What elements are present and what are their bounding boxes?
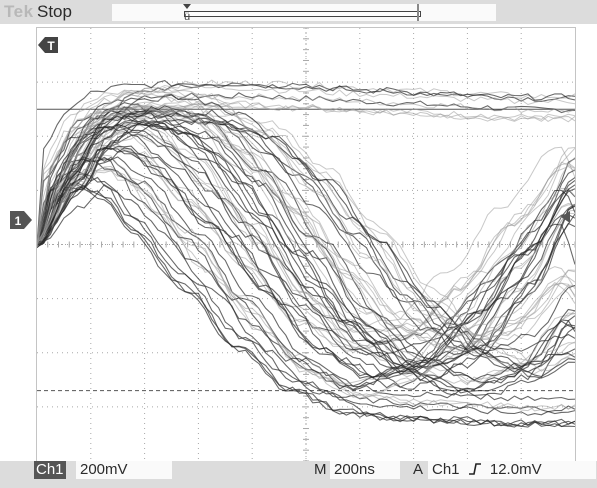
waveform-trace <box>37 123 575 334</box>
waveform-trace <box>37 106 575 370</box>
waveform-trace <box>37 104 575 351</box>
waveform-trace <box>37 173 575 416</box>
waveform-trace <box>37 156 575 390</box>
timebase-label: M <box>314 461 327 478</box>
waveform-trace <box>37 112 575 373</box>
waveform-trace <box>37 79 575 246</box>
acquisition-state: Stop <box>37 2 72 21</box>
trigger-readout[interactable]: Ch1 12.0mV <box>428 461 596 479</box>
trigger-level-value: 12.0mV <box>489 461 542 478</box>
waveform-trace <box>37 147 575 379</box>
waveform-trace <box>37 86 575 337</box>
channel-tag[interactable]: Ch1 <box>34 461 66 479</box>
brand-logo: Tek <box>4 2 34 21</box>
time-per-div-readout[interactable]: 200ns <box>330 461 400 479</box>
record-length-bar <box>184 11 421 17</box>
trigger-level-arrow-icon[interactable] <box>560 210 572 224</box>
waveform-display[interactable] <box>36 27 576 462</box>
waveform-trace <box>37 120 575 392</box>
status-bar: Tek Stop ü <box>0 0 597 24</box>
channel-1-marker-label: 1 <box>15 214 22 228</box>
graticule <box>37 28 575 461</box>
waveform-trace <box>37 110 575 372</box>
waveform-trace <box>37 144 575 354</box>
rising-edge-icon <box>468 463 481 475</box>
waveform-trace <box>37 110 575 384</box>
trigger-position-icon: ü <box>183 4 191 22</box>
volts-per-div-readout[interactable]: 200mV <box>76 461 172 479</box>
waveform-trace <box>37 105 575 353</box>
waveform-trace <box>37 82 575 243</box>
waveform-trace <box>37 104 575 362</box>
trigger-label: A <box>413 461 424 478</box>
waveform-trace <box>37 182 575 426</box>
waveform-trace <box>37 105 575 352</box>
waveform-trace <box>37 150 575 358</box>
trigger-time-marker-label: T <box>47 39 55 53</box>
waveform-trace <box>37 116 575 377</box>
waveform-trace <box>37 159 575 402</box>
waveform-trace <box>37 89 575 336</box>
record-window-marker <box>417 4 419 21</box>
waveform-trace <box>37 105 575 353</box>
trigger-source: Ch1 <box>432 461 460 478</box>
trigger-position-glyph: ü <box>184 11 190 22</box>
waveform-trace <box>37 94 575 352</box>
waveform-trace <box>37 93 575 338</box>
waveform-trace <box>37 133 575 344</box>
settings-readout-bar: Ch1 200mV M 200ns A Ch1 12.0mV <box>0 461 597 488</box>
waveform-trace <box>37 93 575 246</box>
waveform-trace <box>37 119 575 396</box>
waveform-trace <box>37 147 575 379</box>
waveform-trace <box>37 183 575 428</box>
channel-1-ground-marker[interactable]: 1 <box>10 211 34 229</box>
waveform-trace <box>37 154 575 385</box>
waveform-trace <box>37 156 575 391</box>
waveform-trace <box>37 92 575 247</box>
waveform-trace <box>37 156 575 388</box>
waveform-trace <box>37 84 575 242</box>
waveform-trace <box>37 117 575 378</box>
trigger-time-marker-icon: T <box>38 37 58 53</box>
